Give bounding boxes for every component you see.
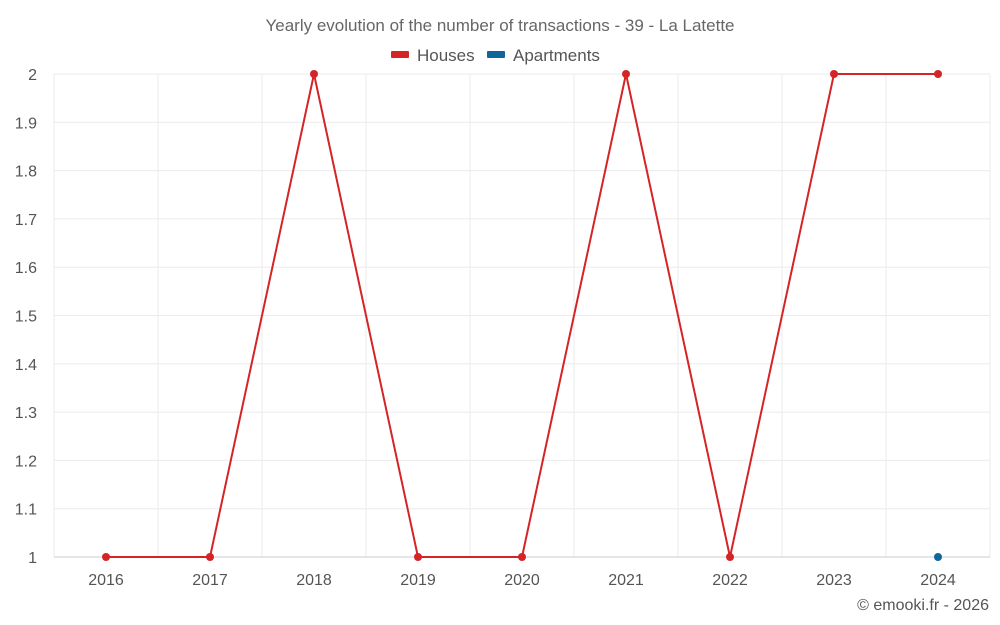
data-point-houses-2020[interactable] [518,553,526,561]
y-tick-label: 1.4 [15,357,37,374]
y-tick-label: 2 [28,67,37,84]
gridlines [53,73,991,558]
legend-item-houses[interactable]: Houses [391,46,475,65]
y-tick-label: 1.5 [15,309,37,326]
data-point-houses-2024[interactable] [934,70,942,78]
x-tick-label: 2023 [816,572,852,589]
y-tick-label: 1.9 [15,115,37,132]
y-tick-label: 1.8 [15,164,37,181]
x-tick-label: 2024 [920,572,956,589]
legend-label-houses: Houses [417,46,475,65]
y-tick-label: 1.6 [15,260,37,277]
data-point-houses-2016[interactable] [102,553,110,561]
legend-label-apartments: Apartments [513,46,600,65]
legend-item-apartments[interactable]: Apartments [487,46,600,65]
x-tick-label: 2017 [192,572,228,589]
data-point-apartments-2024[interactable] [934,553,942,561]
y-tick-label: 1.1 [15,502,37,519]
x-tick-label: 2016 [88,572,124,589]
x-tick-label: 2018 [296,572,332,589]
data-series [102,70,942,561]
data-point-houses-2022[interactable] [726,553,734,561]
legend-swatch-apartments [487,51,505,58]
chart-title: Yearly evolution of the number of transa… [265,16,734,35]
y-axis-tick-labels: 1 1.1 1.2 1.3 1.4 1.5 1.6 1.7 1.8 1.9 2 [15,67,37,567]
credit-text: © emooki.fr - 2026 [857,597,989,614]
x-tick-label: 2019 [400,572,436,589]
data-point-houses-2023[interactable] [830,70,838,78]
x-tick-label: 2022 [712,572,748,589]
legend-swatch-houses [391,51,409,58]
x-tick-label: 2020 [504,572,540,589]
data-point-houses-2017[interactable] [206,553,214,561]
y-tick-label: 1 [28,550,37,567]
legend: Houses Apartments [391,46,600,65]
data-point-houses-2021[interactable] [622,70,630,78]
data-point-houses-2018[interactable] [310,70,318,78]
data-point-houses-2019[interactable] [414,553,422,561]
y-tick-label: 1.7 [15,212,37,229]
x-tick-label: 2021 [608,572,644,589]
y-tick-label: 1.2 [15,453,37,470]
y-tick-label: 1.3 [15,405,37,422]
x-axis-tick-labels: 2016 2017 2018 2019 2020 2021 2022 2023 2024 [88,572,956,589]
